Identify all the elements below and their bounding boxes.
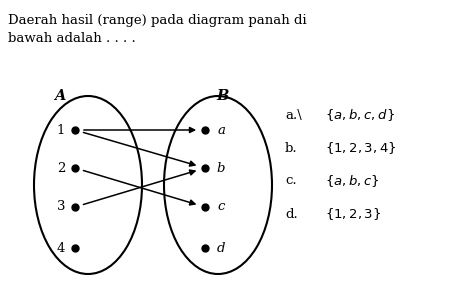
Text: c: c (217, 200, 225, 214)
Text: 3: 3 (57, 200, 65, 214)
Text: $\{a, b, c, d\}$: $\{a, b, c, d\}$ (325, 107, 395, 123)
Text: Daerah hasil (range) pada diagram panah di: Daerah hasil (range) pada diagram panah … (8, 14, 307, 27)
Text: d.: d. (285, 207, 298, 221)
Text: c.: c. (285, 174, 297, 188)
Text: bawah adalah . . . .: bawah adalah . . . . (8, 32, 136, 45)
Text: A: A (55, 89, 66, 103)
Text: b: b (217, 162, 225, 174)
Text: $\{1, 2, 3, 4\}$: $\{1, 2, 3, 4\}$ (325, 140, 396, 156)
Text: a: a (217, 124, 225, 137)
Text: $\{a, b, c\}$: $\{a, b, c\}$ (325, 173, 380, 189)
Text: b.: b. (285, 142, 298, 155)
Text: 4: 4 (57, 242, 65, 254)
Text: B: B (217, 89, 229, 103)
Text: 2: 2 (57, 162, 65, 174)
Text: a.\: a.\ (285, 109, 302, 121)
Text: $\{1, 2, 3\}$: $\{1, 2, 3\}$ (325, 206, 381, 222)
Text: 1: 1 (57, 124, 65, 137)
Text: d: d (217, 242, 225, 254)
